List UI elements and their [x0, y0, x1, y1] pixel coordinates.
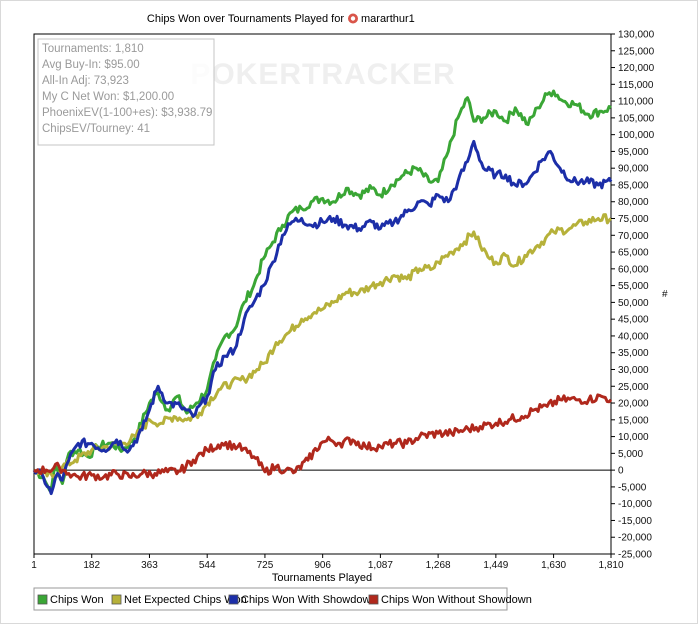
- chart-title: Chips Won over Tournaments Played for: [147, 13, 344, 25]
- y-axis-label: #: [662, 289, 668, 300]
- y-tick-label: 90,000: [618, 164, 649, 175]
- y-tick-label: -15,000: [618, 516, 652, 527]
- x-tick-label: 1,087: [368, 560, 393, 571]
- y-tick-label: 15,000: [618, 415, 649, 426]
- stats-box: [37, 38, 215, 146]
- y-tick-label: 10,000: [618, 432, 649, 443]
- x-tick-label: 544: [199, 560, 216, 571]
- y-tick-label: 100,000: [618, 130, 655, 141]
- y-tick-label: 130,000: [618, 30, 655, 41]
- series-line-3: [33, 393, 613, 482]
- y-tick-label: 125,000: [618, 46, 655, 57]
- legend-swatch-1: [111, 594, 122, 605]
- y-tick-label: 80,000: [618, 197, 649, 208]
- y-tick-label: 5,000: [618, 449, 643, 460]
- legend-label-1: Net Expected Chips Won: [124, 594, 247, 606]
- legend-swatch-2: [228, 594, 239, 605]
- y-tick-label: 105,000: [618, 113, 655, 124]
- y-tick-label: 95,000: [618, 147, 649, 158]
- stat-all-in-adj: All-In Adj: 73,923: [42, 75, 129, 87]
- y-tick-label: 65,000: [618, 248, 649, 259]
- y-tick-label: 55,000: [618, 281, 649, 292]
- y-tick-label: 85,000: [618, 180, 649, 191]
- legend-label-2: Chips Won With Showdown: [241, 594, 377, 606]
- stat-phoenix-ev: PhoenixEV(1-100+es): $3,938.79: [42, 107, 212, 119]
- stat-avg-buy-in: Avg Buy-In: $95.00: [42, 59, 140, 71]
- x-tick-label: 725: [257, 560, 274, 571]
- y-tick-label: 110,000: [618, 97, 654, 108]
- y-tick-label: 20,000: [618, 399, 649, 410]
- legend-swatch-3: [368, 594, 379, 605]
- y-tick-label: 50,000: [618, 298, 649, 309]
- stat-net-won: My C Net Won: $1,200.00: [42, 91, 174, 103]
- series-line-0: [33, 89, 612, 492]
- legend-label-3: Chips Won Without Showdown: [381, 594, 532, 606]
- y-tick-label: 35,000: [618, 348, 649, 359]
- x-tick-label: 1,810: [598, 560, 623, 571]
- x-tick-label: 182: [83, 560, 100, 571]
- y-tick-label: 25,000: [618, 382, 649, 393]
- y-tick-label: 40,000: [618, 331, 649, 342]
- legend-swatch-0: [37, 594, 48, 605]
- x-tick-label: 1,268: [426, 560, 451, 571]
- x-tick-label: 1: [31, 560, 37, 571]
- y-tick-label: 75,000: [618, 214, 649, 225]
- y-tick-label: -5,000: [618, 482, 647, 493]
- pokertracker-watermark: POKERTRACKER: [190, 58, 455, 91]
- stat-tournaments: Tournaments: 1,810: [42, 43, 144, 55]
- x-tick-label: 363: [141, 560, 158, 571]
- y-tick-label: -25,000: [618, 550, 652, 561]
- x-axis-label: Tournaments Played: [272, 572, 372, 584]
- series-line-2: [32, 139, 613, 496]
- y-tick-label: 70,000: [618, 231, 649, 242]
- y-tick-label: 60,000: [618, 264, 649, 275]
- y-tick-label: -20,000: [618, 533, 652, 544]
- y-tick-label: 45,000: [618, 315, 649, 326]
- series-line-1: [33, 213, 612, 479]
- stat-chips-ev-per-tourney: ChipsEV/Tourney: 41: [42, 123, 150, 135]
- x-tick-label: 1,630: [541, 560, 566, 571]
- legend-box: [33, 587, 508, 611]
- y-tick-label: 120,000: [618, 63, 655, 74]
- legend-label-0: Chips Won: [50, 594, 104, 606]
- y-tick-label: 115,000: [618, 80, 654, 91]
- player-name: mararthur1: [361, 13, 415, 25]
- x-tick-label: 906: [314, 560, 331, 571]
- y-tick-label: 0: [618, 466, 624, 477]
- pokertracker-logo-icon: [348, 13, 358, 24]
- y-tick-label: -10,000: [618, 499, 652, 510]
- x-tick-label: 1,449: [483, 560, 508, 571]
- y-tick-label: 30,000: [618, 365, 649, 376]
